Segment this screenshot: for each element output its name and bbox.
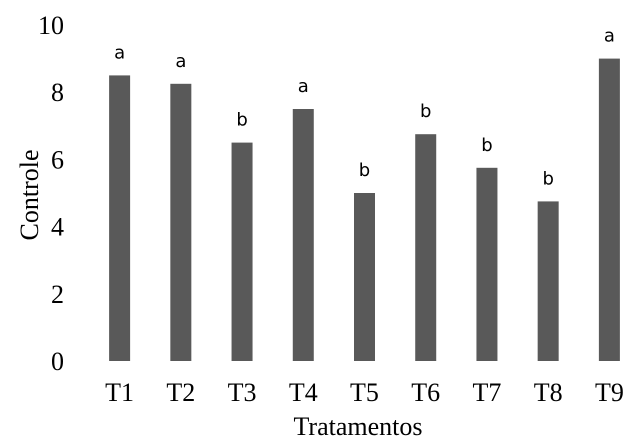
bar-data-label: b <box>481 135 492 156</box>
x-tick-label: T1 <box>105 378 134 407</box>
data-labels: a a b a b b b b a <box>114 26 615 190</box>
x-tick-label: T7 <box>472 378 501 407</box>
bar <box>170 83 192 362</box>
bar <box>292 109 314 361</box>
x-tick-label: T5 <box>350 378 379 407</box>
x-tick-label: T2 <box>166 378 195 407</box>
y-tick-label: 6 <box>51 145 64 174</box>
bar-data-label: a <box>175 51 186 72</box>
x-tick-label: T3 <box>228 378 257 407</box>
bar-data-label: a <box>604 26 615 47</box>
x-axis-ticks: T1 T2 T3 T4 T5 T6 T7 T8 T9 <box>105 378 624 407</box>
x-tick-label: T6 <box>411 378 440 407</box>
bar <box>109 75 131 362</box>
y-tick-label: 0 <box>51 347 64 376</box>
bar <box>537 201 559 361</box>
bar-data-label: a <box>298 76 309 97</box>
bars <box>109 58 620 362</box>
x-tick-label: T8 <box>534 378 563 407</box>
y-tick-label: 8 <box>51 78 64 107</box>
bar <box>415 134 437 361</box>
x-axis-title: Tratamentos <box>293 412 422 439</box>
bar-data-label: b <box>236 110 247 131</box>
x-tick-label: T9 <box>595 378 624 407</box>
y-tick-label: 4 <box>51 213 64 242</box>
bar-data-label: b <box>420 101 431 122</box>
y-axis-title: Controle <box>15 150 44 241</box>
bar-data-label: b <box>359 160 370 181</box>
y-tick-label: 2 <box>51 280 64 309</box>
bar-data-label: b <box>542 168 553 189</box>
bar <box>476 167 498 361</box>
bar-data-label: a <box>114 42 125 63</box>
bar <box>354 193 375 361</box>
y-axis-ticks: 0 2 4 6 8 10 <box>38 11 64 376</box>
bar <box>598 58 620 361</box>
bar <box>231 142 253 361</box>
y-tick-label: 10 <box>38 11 64 40</box>
x-tick-label: T4 <box>289 378 318 407</box>
